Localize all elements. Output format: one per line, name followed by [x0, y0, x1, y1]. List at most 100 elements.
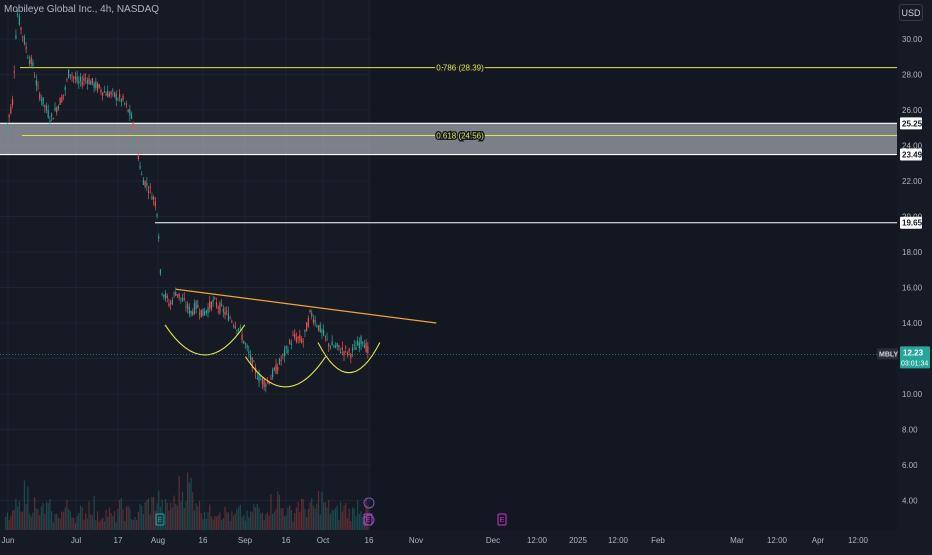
volume-bar: [229, 520, 231, 530]
volume-bar: [317, 490, 320, 530]
volume-bar: [227, 512, 230, 530]
candle-body: [316, 326, 318, 327]
dividend-icon[interactable]: [363, 497, 375, 509]
candle-body: [154, 201, 156, 207]
candle-body: [178, 293, 180, 298]
candle-body: [317, 325, 320, 331]
volume-bar: [18, 500, 20, 530]
zone-high-badge-bg[interactable]: [900, 117, 922, 130]
candle-body: [147, 191, 150, 193]
y-tick-label: 30.00: [902, 35, 923, 44]
symbol-badge-bg[interactable]: [877, 348, 898, 360]
volume-bar: [238, 507, 240, 530]
zone-low-badge-bg[interactable]: [900, 148, 922, 161]
volume-bar: [40, 506, 43, 530]
pattern-arc[interactable]: [317, 342, 381, 374]
volume-bar: [314, 508, 316, 530]
volume-bar: [312, 505, 315, 530]
event-marker[interactable]: [155, 513, 165, 526]
candle-body: [205, 310, 207, 313]
volume-bar: [253, 504, 255, 530]
volume-bar: [113, 511, 116, 530]
y-tick-label: 10.00: [902, 390, 923, 399]
volume-bar: [188, 482, 190, 530]
candle-body: [243, 340, 245, 344]
volume-bar: [348, 509, 350, 530]
pattern-arc[interactable]: [164, 324, 246, 356]
candle-body: [28, 59, 31, 64]
candle-body: [142, 179, 145, 185]
fib-label: 0.618 (24.56): [436, 132, 484, 141]
future-area: [371, 0, 897, 530]
volume-bar: [37, 509, 39, 530]
y-tick-label: 18.00: [902, 248, 923, 257]
candle-body: [280, 359, 282, 362]
volume-bar: [13, 509, 15, 530]
candle-body: [319, 324, 321, 332]
candle-body: [119, 94, 121, 98]
volume-bar: [23, 480, 26, 530]
last-price-badge-bg[interactable]: [900, 346, 930, 369]
y-tick-label: 24.00: [902, 142, 923, 151]
volume-bar: [258, 508, 260, 530]
candle-body: [40, 99, 43, 102]
volume-bar: [96, 511, 99, 530]
volume-bar: [164, 499, 167, 530]
candle-body: [76, 76, 78, 82]
candle-body: [11, 99, 14, 105]
price-axis[interactable]: 4.006.008.0010.0012.0014.0016.0018.0020.…: [0, 35, 930, 506]
volume-bar: [30, 516, 32, 530]
volume-bar: [159, 506, 162, 530]
candle-body: [295, 337, 298, 342]
pattern-arc[interactable]: [245, 356, 326, 388]
last-price-value: 12.23: [903, 348, 924, 357]
candle-body: [190, 310, 192, 314]
resistance-zone[interactable]: [0, 122, 897, 156]
volume-bar: [180, 501, 182, 530]
candle-body: [214, 297, 216, 299]
candle-body: [73, 76, 75, 78]
y-tick-label: 26.00: [902, 106, 923, 115]
volume-bar: [168, 510, 170, 530]
volume-bar: [210, 516, 213, 530]
pattern-drawings[interactable]: [164, 288, 437, 388]
candle-body: [170, 302, 172, 305]
candle-body: [176, 294, 179, 296]
candle-body: [265, 384, 267, 387]
x-tick-label: 12:00: [527, 536, 548, 545]
x-tick-label: Apr: [812, 536, 825, 545]
volume-bar: [266, 512, 269, 530]
candle-body: [268, 381, 270, 384]
volume-bar: [127, 505, 129, 530]
volume-bar: [350, 521, 352, 530]
symbol-badge: MBLY: [879, 351, 899, 358]
volume-bar: [178, 475, 180, 530]
x-tick-label: Mar: [730, 536, 744, 545]
volume-bar: [142, 514, 145, 530]
candle-body: [297, 336, 299, 339]
candle-body: [78, 81, 80, 84]
volume-bar: [209, 504, 211, 530]
candle-body: [47, 110, 49, 118]
volume-bar: [154, 510, 156, 530]
candle-body: [304, 329, 306, 332]
volume-bar: [158, 490, 160, 530]
event-marker[interactable]: [497, 513, 507, 526]
resistance-badge-bg[interactable]: [900, 216, 922, 229]
candle-body: [260, 378, 262, 380]
time-axis[interactable]: Jun Jul 17 Aug 16 Sep 16 Oct 16 Nov Dec 12:00 2025 12…: [2, 536, 869, 545]
currency-button[interactable]: USD: [899, 4, 923, 21]
level-lines[interactable]: 0.786 (28.39) 0.618 (24.56): [20, 62, 897, 224]
trendline[interactable]: [175, 288, 437, 324]
split-icon[interactable]: [363, 514, 375, 526]
candle-body: [156, 214, 158, 217]
volume-bar: [202, 518, 204, 530]
volume-bar: [248, 517, 250, 530]
volume-bar: [241, 517, 243, 530]
candle-body: [90, 81, 92, 85]
volume-bar: [282, 508, 284, 530]
candle-body: [130, 114, 133, 119]
